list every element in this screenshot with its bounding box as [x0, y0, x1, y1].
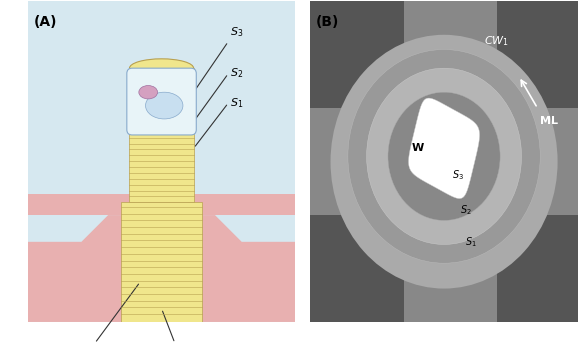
Text: $S_2$: $S_2$: [230, 66, 243, 80]
Text: (B): (B): [316, 15, 339, 29]
Text: $S_3$: $S_3$: [452, 168, 464, 182]
Polygon shape: [498, 1, 578, 108]
Text: $S_2$: $S_2$: [460, 203, 472, 217]
Text: (A): (A): [33, 15, 57, 29]
Polygon shape: [311, 1, 578, 322]
Polygon shape: [130, 68, 193, 202]
Polygon shape: [188, 194, 295, 215]
Ellipse shape: [145, 92, 183, 119]
Text: $S_3$: $S_3$: [230, 25, 243, 39]
Polygon shape: [28, 194, 135, 215]
Polygon shape: [311, 1, 404, 108]
FancyBboxPatch shape: [127, 68, 196, 135]
Text: $S_1$: $S_1$: [230, 96, 243, 110]
Ellipse shape: [388, 92, 500, 220]
Ellipse shape: [130, 59, 193, 78]
Ellipse shape: [367, 68, 522, 245]
Text: W: W: [411, 143, 424, 153]
Ellipse shape: [348, 49, 540, 263]
Polygon shape: [28, 215, 135, 322]
Ellipse shape: [331, 35, 558, 288]
Ellipse shape: [139, 86, 158, 99]
Polygon shape: [498, 215, 578, 322]
Polygon shape: [28, 1, 295, 322]
Text: $CW_1$: $CW_1$: [484, 34, 509, 48]
Text: ML: ML: [540, 116, 558, 126]
Text: $S_1$: $S_1$: [465, 235, 477, 249]
Polygon shape: [311, 215, 404, 322]
Polygon shape: [188, 215, 295, 322]
Polygon shape: [408, 98, 479, 199]
Polygon shape: [121, 202, 202, 322]
